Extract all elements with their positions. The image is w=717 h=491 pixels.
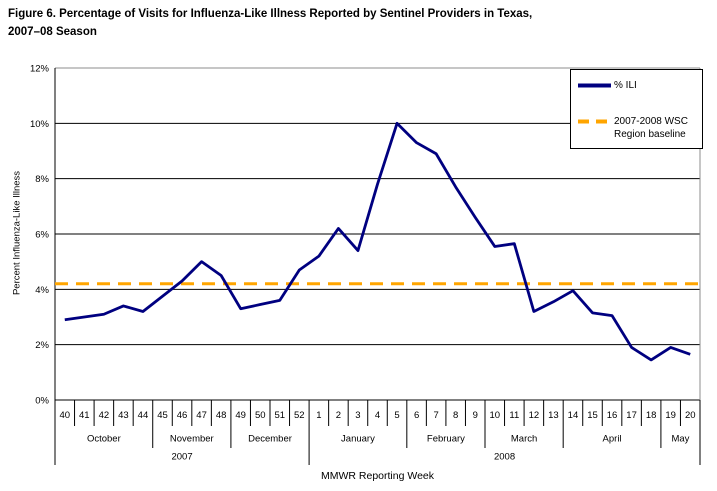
week-tick-label: 50 [255,410,266,421]
legend-label-baseline-line1: 2007-2008 WSC [614,116,688,127]
week-tick-label: 6 [414,410,419,421]
ili-line [64,121,691,362]
month-label: October [87,434,121,445]
x-axis-title: MMWR Reporting Week [321,470,434,482]
figure-title: Figure 6. Percentage of Visits for Influ… [8,5,708,41]
week-tick-label: 18 [646,410,657,421]
figure-title-line-2: 2007–08 Season [8,26,97,38]
year-label: 2008 [494,452,515,463]
y-tick-label: 12% [30,64,50,75]
week-tick-label: 40 [59,410,70,421]
week-tick-label: 47 [196,410,207,421]
week-tick-label: 52 [294,410,305,421]
week-tick-label: 7 [433,410,438,421]
week-tick-label: 11 [509,410,519,421]
y-tick-label: 10% [30,119,50,130]
y-tick-label: 6% [35,230,49,241]
month-label: January [341,434,375,445]
week-tick-label: 13 [548,410,559,421]
week-tick-label: 15 [587,410,598,421]
legend-box: % ILI 2007-2008 WSC Region baseline [570,69,703,149]
year-label: 2007 [171,452,192,463]
week-tick-label: 51 [274,410,285,421]
week-tick-label: 5 [394,410,399,421]
month-label: April [603,434,622,445]
week-tick-label: 9 [473,410,478,421]
y-tick-label: 8% [35,174,49,185]
month-label: March [511,434,537,445]
legend-label-ili: % ILI [614,80,637,91]
plot-area: 0%2%4%6%8%10%12%40 41 42 43 44 45 46 47 48 49 50 51… [30,64,701,465]
week-tick-label: 19 [665,410,676,421]
week-tick-label: 49 [235,410,246,421]
week-tick-label: 42 [99,410,110,421]
month-label: May [671,434,689,445]
week-tick-label: 45 [157,410,168,421]
week-tick-label: 1 [316,410,321,421]
week-tick-label: 48 [216,410,227,421]
y-tick-label: 4% [35,285,49,296]
week-tick-label: 14 [568,410,579,421]
week-tick-label: 46 [177,410,188,421]
legend-item-baseline: 2007-2008 WSC Region baseline [578,115,688,141]
legend-label-baseline: 2007-2008 WSC Region baseline [614,115,688,141]
week-tick-label: 3 [355,410,360,421]
month-label: February [427,434,465,445]
week-tick-label: 2 [336,410,341,421]
y-tick-label: 2% [35,340,49,351]
baseline-dashed-swatch [578,119,611,124]
week-tick-label: 41 [79,410,90,421]
y-tick-label: 0% [35,396,49,407]
week-tick-label: 16 [607,410,618,421]
week-tick-label: 43 [118,410,129,421]
week-tick-label: 4 [375,410,380,421]
week-tick-label: 20 [685,410,696,421]
figure-title-line-1: Figure 6. Percentage of Visits for Influ… [8,8,533,20]
week-tick-label: 44 [138,410,149,421]
legend-item-ili: % ILI [578,79,637,92]
week-tick-label: 12 [529,410,540,421]
legend-label-baseline-line2: Region baseline [614,129,686,140]
week-tick-label: 10 [489,410,500,421]
month-label: November [170,434,214,445]
month-label: December [248,434,292,445]
ili-line-swatch [578,83,611,88]
week-tick-label: 8 [453,410,458,421]
week-tick-label: 17 [626,410,637,421]
